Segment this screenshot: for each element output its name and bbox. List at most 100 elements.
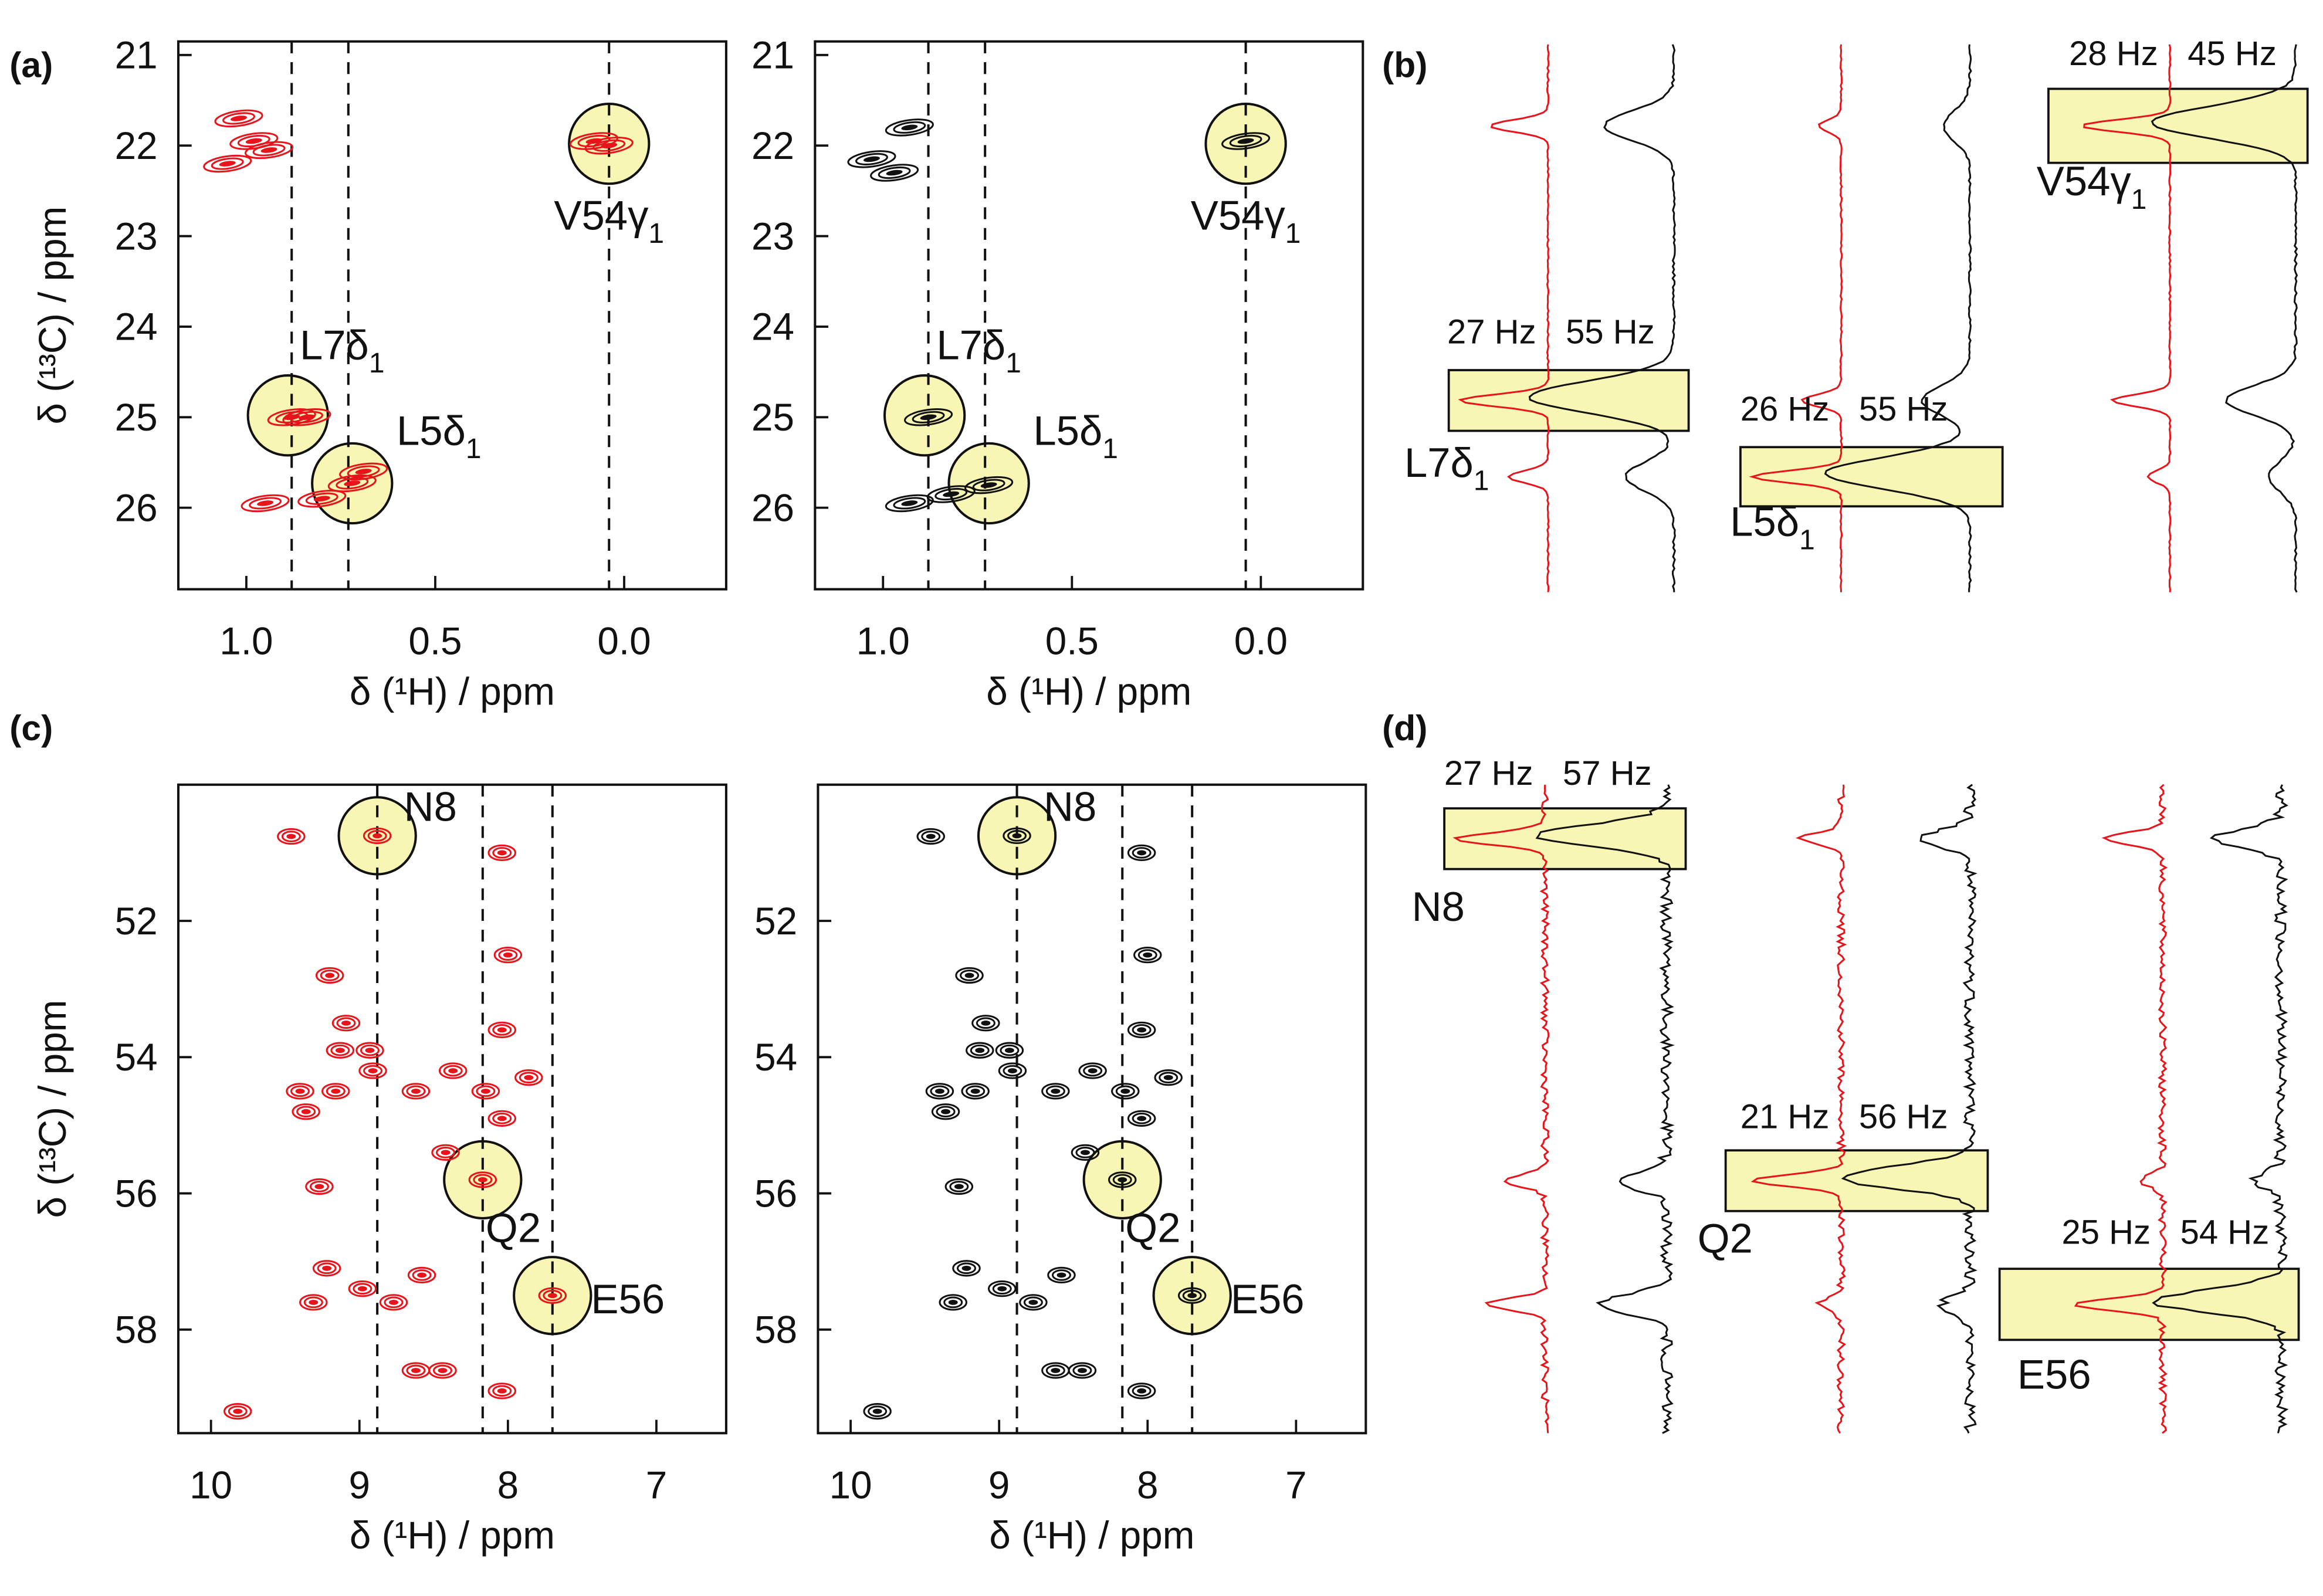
peak-contour (921, 831, 941, 842)
x-tick-label: 7 (646, 1463, 668, 1506)
peak (348, 1280, 377, 1297)
peak-contour (960, 970, 980, 981)
peak-contour (934, 487, 968, 501)
peak (282, 408, 331, 426)
x-tick-label: 1.0 (219, 620, 273, 663)
peak-core (524, 1075, 534, 1080)
x-axis-label: δ (¹H) / ppm (350, 670, 555, 713)
cross-peak (1041, 1362, 1070, 1379)
peak (431, 1144, 460, 1161)
peak-contour (296, 1106, 316, 1118)
peak-core (417, 1272, 427, 1278)
peak (966, 1042, 994, 1059)
highlight-box (1724, 1149, 1989, 1212)
peak (939, 1294, 967, 1311)
peak (292, 1103, 320, 1120)
peak-contour (432, 1364, 453, 1377)
peak-label: E56 (1231, 1276, 1305, 1322)
peak (487, 1382, 516, 1400)
peak-contour (1007, 830, 1027, 842)
red-trace (2083, 44, 2172, 592)
cross-peak (1127, 844, 1156, 862)
peak-contour (930, 1085, 950, 1097)
red-linewidth: 26 Hz (1740, 390, 1830, 428)
cross-peak (995, 1042, 1024, 1059)
label-text: Q2 (486, 1204, 541, 1251)
peak-contour (1132, 847, 1152, 859)
cross-peak (1068, 1362, 1097, 1379)
peak-contour (936, 1106, 956, 1118)
cross-peak (870, 164, 919, 182)
label-text: L5δ (1730, 499, 1799, 545)
peak (569, 132, 619, 150)
peak-core (257, 500, 274, 506)
cross-peak (431, 1144, 460, 1161)
label-subscript: 1 (1102, 433, 1118, 465)
cross-peak (229, 132, 279, 150)
peak-contour (211, 157, 244, 170)
peak-core (1028, 1299, 1038, 1305)
peak (331, 1015, 361, 1032)
peak-core (341, 1020, 351, 1026)
peak-core (941, 1109, 951, 1114)
cross-peak (339, 462, 388, 481)
cross-peak (966, 1042, 994, 1059)
cross-peak (471, 1083, 500, 1100)
peak-contour (543, 1289, 563, 1302)
peak-contour (367, 830, 387, 842)
y-tick-label: 22 (751, 124, 794, 167)
y-tick-label: 21 (115, 34, 158, 77)
peak-label: E56 (591, 1276, 665, 1322)
y-tick-label: 58 (115, 1309, 158, 1351)
cross-peak (916, 828, 945, 845)
peak-label: L7δ1 (300, 321, 385, 379)
cross-peak (487, 1382, 516, 1400)
cross-peak (331, 1015, 361, 1032)
peak-label: Q2 (486, 1204, 541, 1251)
peak (1111, 1083, 1140, 1100)
peak (339, 462, 388, 481)
peak-core (411, 1088, 421, 1094)
peak-contour (406, 1085, 426, 1097)
peak-core (964, 972, 974, 978)
peak-contour (1112, 1174, 1132, 1186)
panel-label: (c) (9, 708, 53, 748)
peak-contour (1159, 1072, 1179, 1083)
peak-contour (252, 144, 286, 157)
peak-core (886, 170, 903, 176)
peak (1127, 1382, 1156, 1400)
peak-core (331, 1088, 341, 1094)
peak (493, 946, 523, 964)
peak-contour (966, 1085, 986, 1097)
y-tick-label: 26 (751, 486, 794, 529)
peak-core (926, 833, 936, 839)
peak (326, 1042, 355, 1059)
cross-peak (955, 967, 984, 984)
cross-peak (1154, 1069, 1183, 1086)
peak-contour (412, 1269, 432, 1281)
red-linewidth: 25 Hz (2061, 1213, 2151, 1251)
cross-peak (1078, 1062, 1107, 1079)
peak-contour (1045, 1085, 1065, 1097)
peak (995, 1042, 1024, 1059)
x-tick-label: 9 (988, 1463, 1010, 1506)
black-linewidth: 57 Hz (1563, 754, 1652, 792)
cross-peak (297, 490, 347, 508)
label-subscript: 1 (2131, 184, 2147, 215)
peak (358, 1062, 387, 1079)
peak-core (1187, 1293, 1197, 1299)
peak (1177, 1287, 1207, 1304)
peak (885, 118, 934, 137)
peak-core (295, 1088, 305, 1094)
black-linewidth: 45 Hz (2187, 35, 2277, 73)
peak-contour (336, 477, 369, 490)
cross-peak (438, 1062, 468, 1079)
peak-contour (972, 479, 1005, 492)
peak (468, 1171, 497, 1188)
peak-contour (970, 1044, 990, 1056)
peak-contour (317, 1262, 337, 1275)
peak-contour (893, 121, 926, 134)
peak-core (245, 138, 262, 144)
black-trace (2151, 44, 2298, 593)
label-text: E56 (1231, 1276, 1305, 1322)
